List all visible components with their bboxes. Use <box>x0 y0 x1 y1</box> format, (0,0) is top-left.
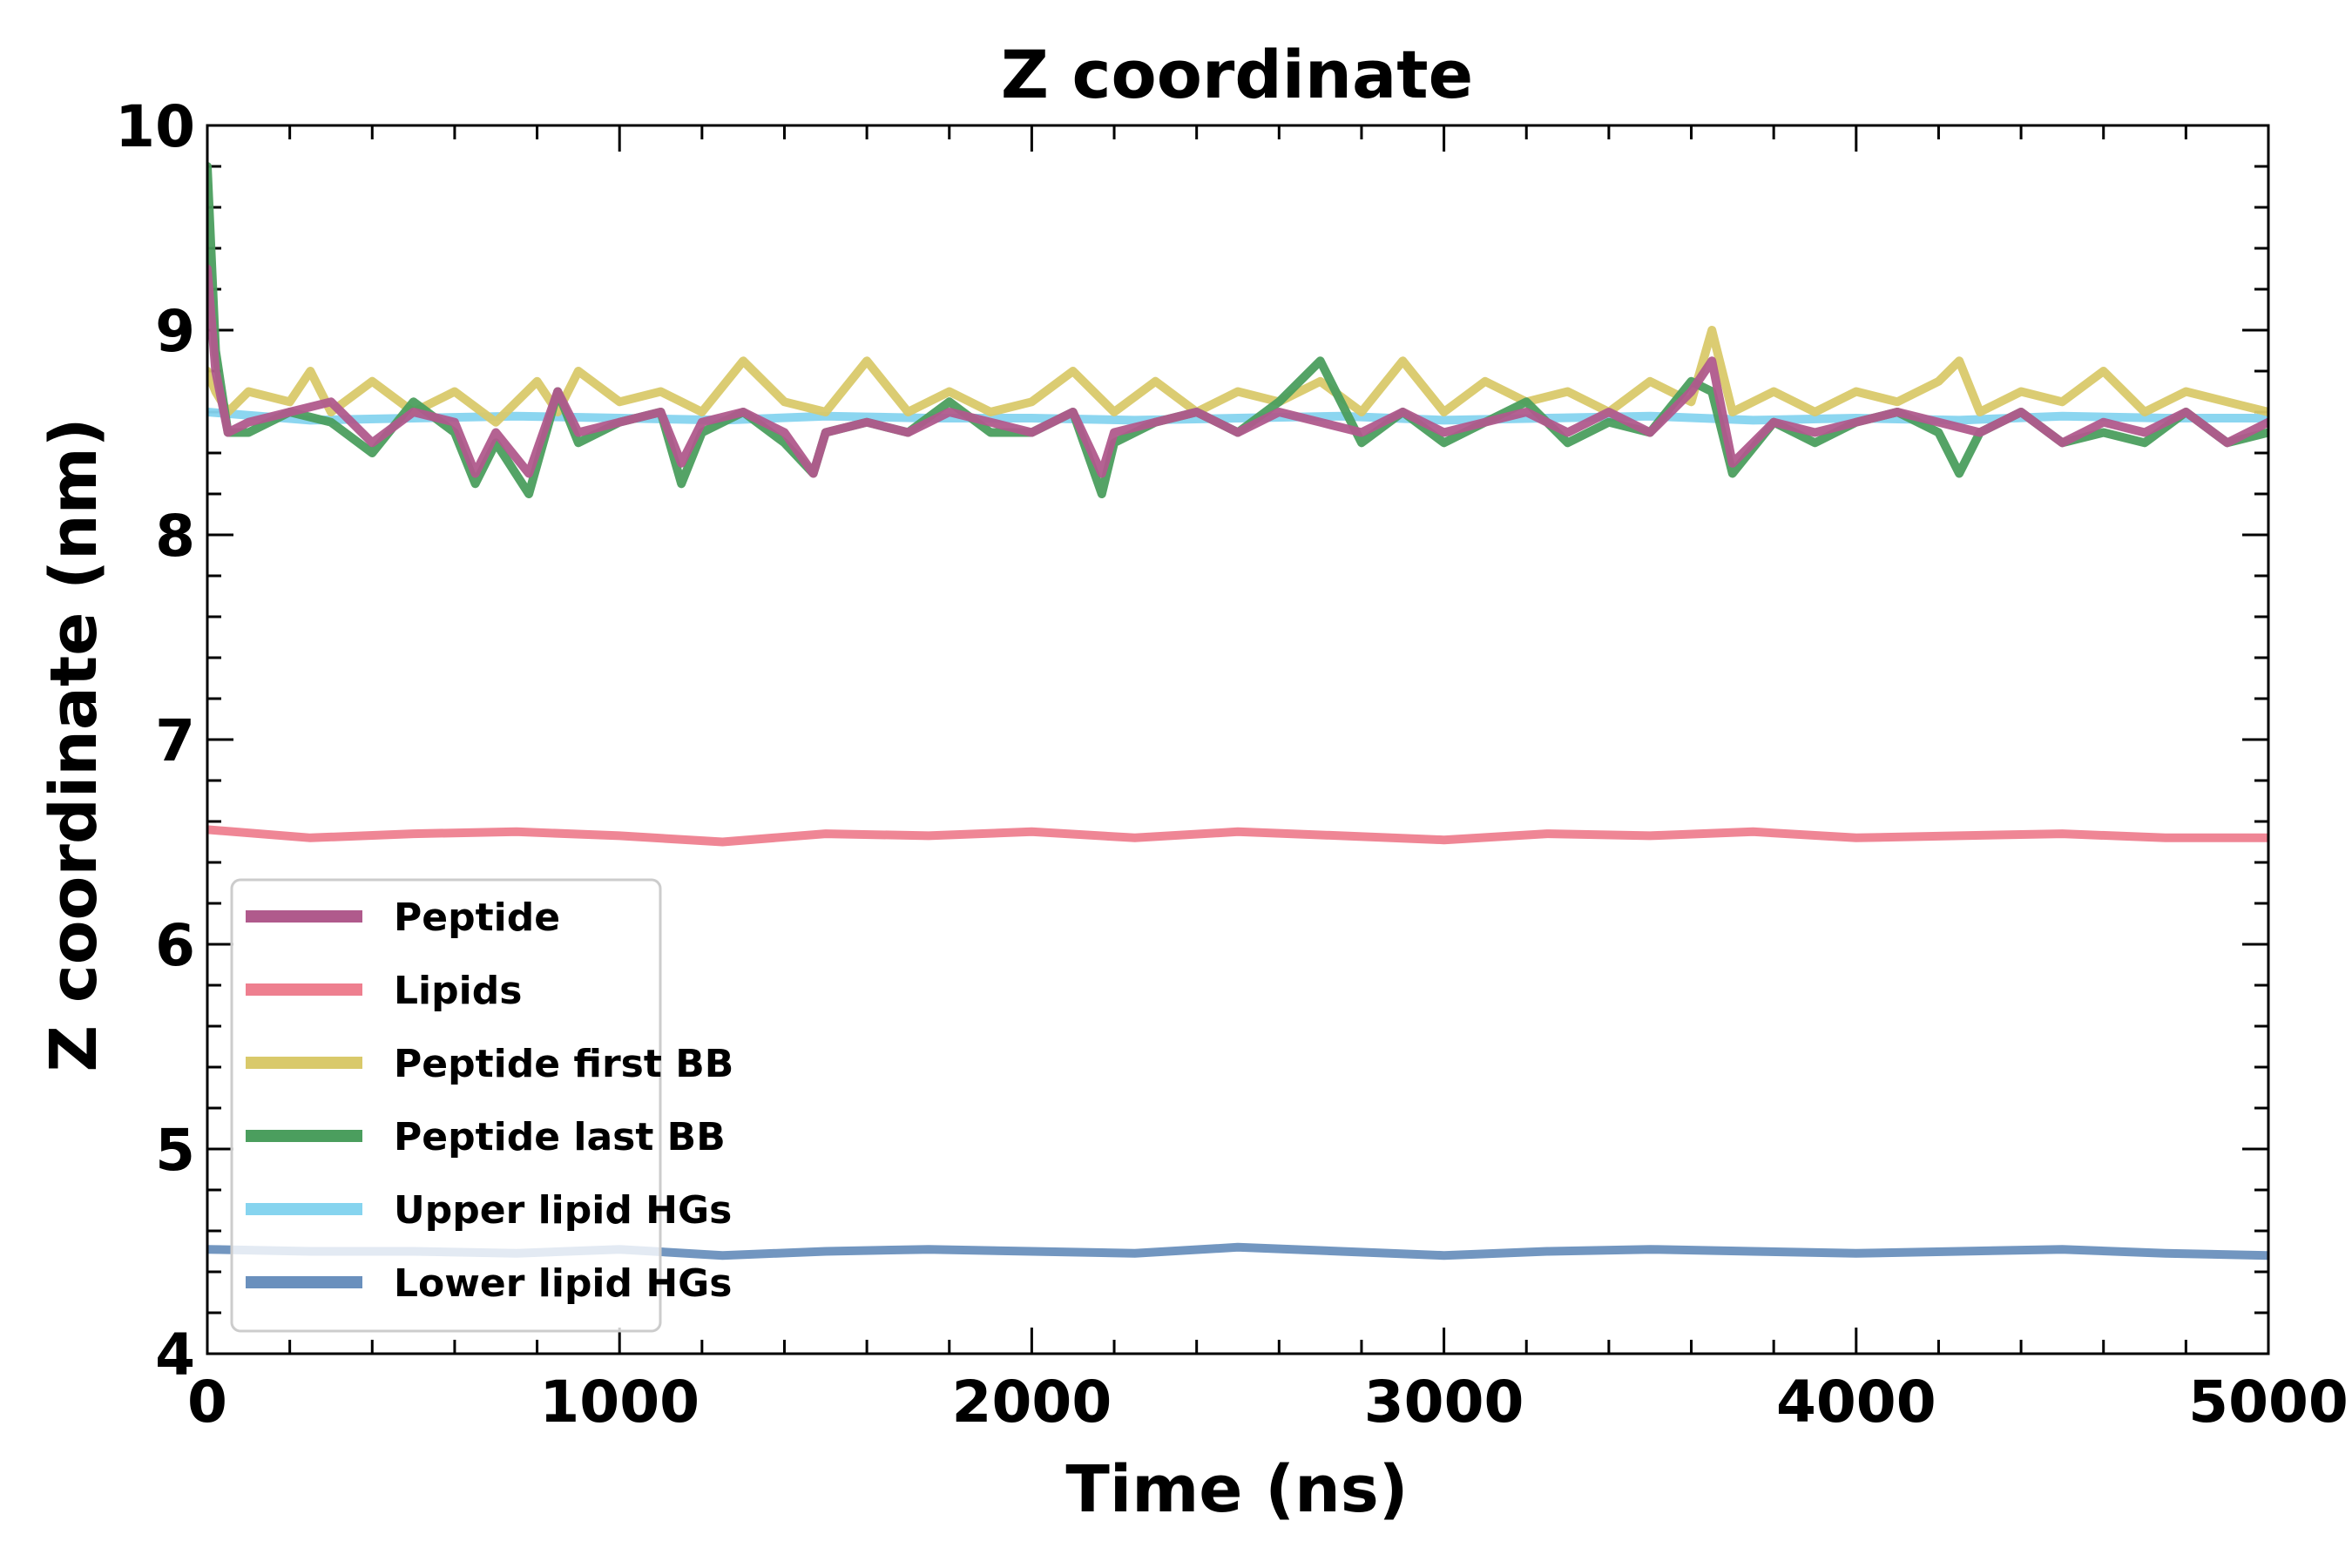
y-tick-label: 6 <box>155 912 195 979</box>
series-line-upper-lipid-hgs <box>207 408 2268 425</box>
legend-label-lower-lipid-hgs: Lower lipid HGs <box>394 1261 732 1306</box>
series-line-peptide-first-bb <box>207 326 2268 427</box>
axis-tick-labels: 0 1000 2000 3000 4000 5000 4 5 6 7 8 9 10 <box>115 93 2349 1436</box>
y-tick-label: 7 <box>155 707 195 774</box>
y-tick-label: 4 <box>155 1321 195 1389</box>
series-line-peptide <box>207 264 2268 478</box>
legend-label-peptide-last-bb: Peptide last BB <box>394 1115 726 1159</box>
chart-title: Z coordinate <box>1001 36 1473 113</box>
x-tick-label: 5000 <box>2188 1369 2349 1436</box>
legend-label-upper-lipid-hgs: Upper lipid HGs <box>394 1188 732 1233</box>
x-tick-label: 1000 <box>539 1369 700 1436</box>
y-tick-label: 5 <box>155 1117 195 1184</box>
legend-label-peptide: Peptide <box>394 896 560 940</box>
y-axis-label: Z coordinate (nm) <box>37 417 112 1071</box>
x-axis-label: Time (ns) <box>1065 1452 1408 1527</box>
y-tick-label: 8 <box>155 503 195 570</box>
y-tick-label: 10 <box>115 93 195 160</box>
x-tick-label: 0 <box>187 1369 227 1436</box>
x-tick-label: 4000 <box>1776 1369 1936 1436</box>
series-line-peptide-last-bb <box>207 162 2268 498</box>
x-tick-label: 2000 <box>952 1369 1112 1436</box>
axis-ticks <box>206 124 2270 1355</box>
x-tick-label: 3000 <box>1364 1369 1524 1436</box>
y-tick-label: 9 <box>155 298 195 365</box>
legend: Peptide Lipids Peptide first BB Peptide las… <box>230 878 733 1333</box>
legend-label-lipids: Lipids <box>394 969 522 1013</box>
legend-label-peptide-first-bb: Peptide first BB <box>394 1042 733 1086</box>
plot-frame <box>206 124 2270 1355</box>
series-line-lipids <box>207 825 2268 847</box>
